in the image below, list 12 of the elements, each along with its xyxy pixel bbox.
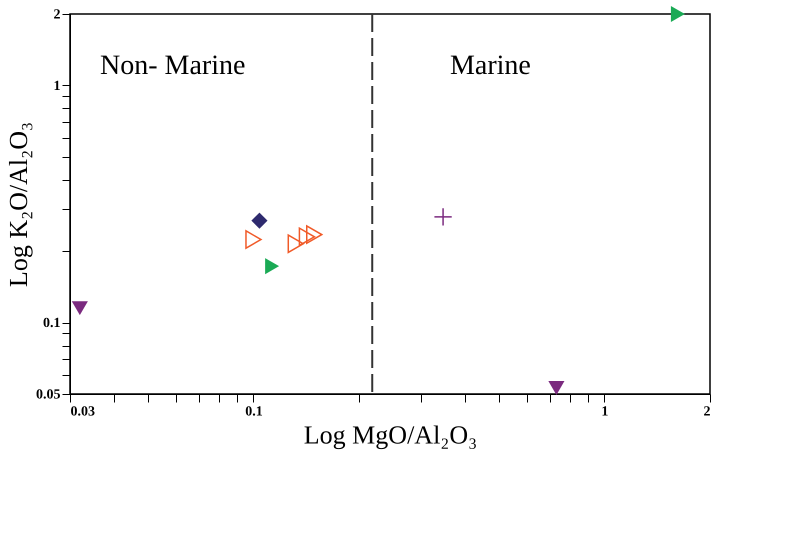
x-tick-label: 0.1	[245, 404, 263, 420]
y-tick-label: 0.05	[36, 388, 60, 402]
y-tick-label: 0.1	[43, 316, 60, 332]
x-tick-label: 2	[704, 404, 710, 420]
x-tick-label: 1	[601, 404, 608, 420]
x-axis-title: Log MgO/Al₂O₃	[304, 420, 478, 450]
y-axis-title: Log K₂O/Al₂O₃	[4, 122, 33, 288]
annotation: Marine	[450, 50, 531, 81]
annotation: Non- Marine	[100, 50, 246, 81]
y-tick-label: 2	[54, 8, 60, 22]
y-tick-label: 1	[54, 78, 60, 94]
x-tick-label: 0.03	[70, 404, 95, 420]
